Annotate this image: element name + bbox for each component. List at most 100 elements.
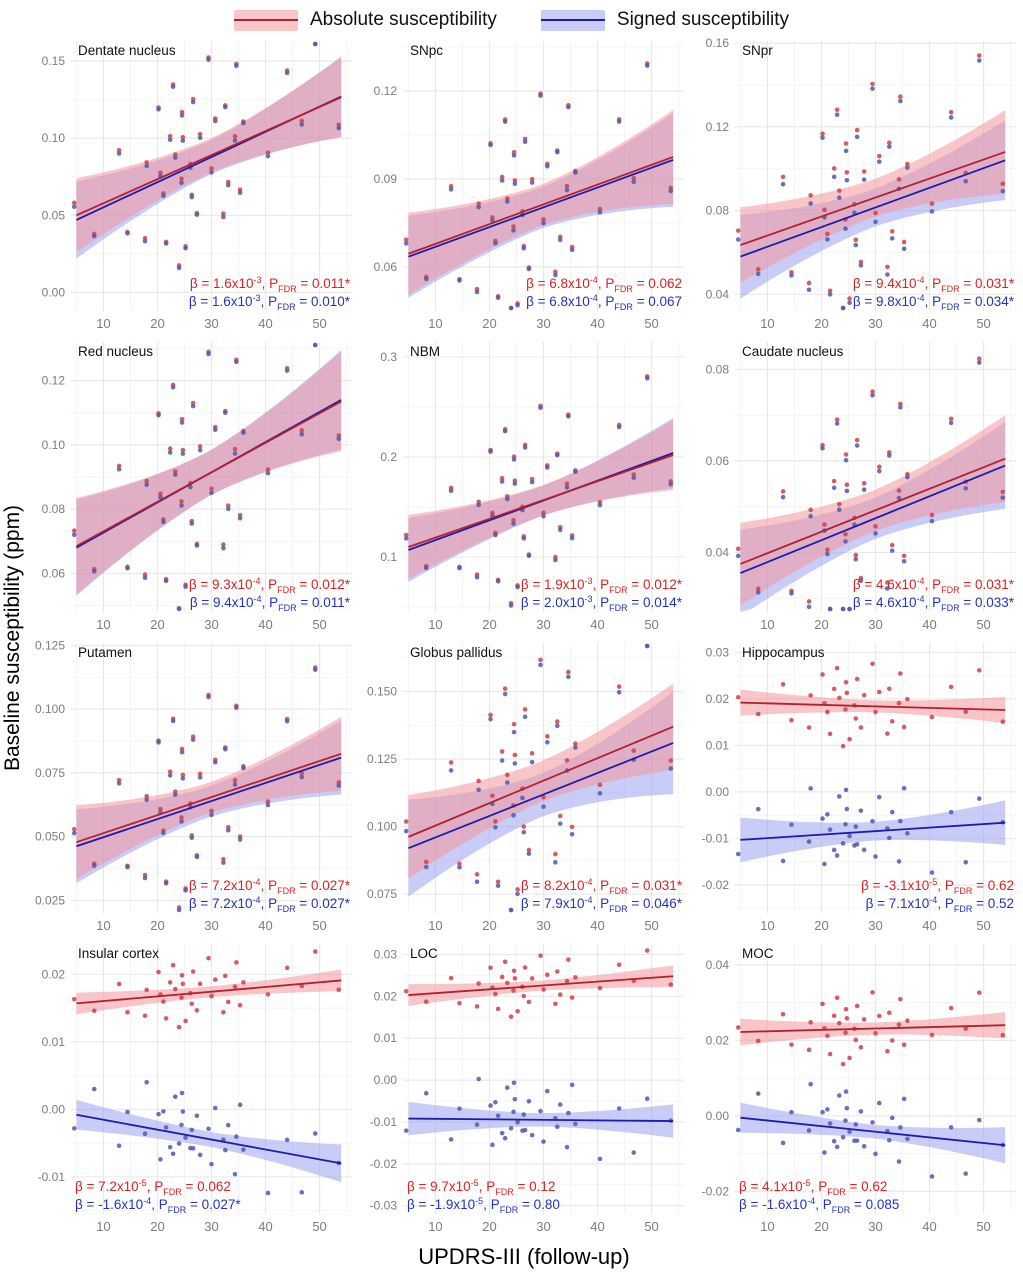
x-tick-label: 30 [868, 617, 882, 632]
y-tick-label: 0.10 [42, 438, 66, 452]
y-tick-label: 0.2 [380, 450, 397, 464]
x-tick-label: 40 [922, 316, 936, 331]
y-tick-label: 0.09 [374, 172, 398, 186]
y-tick-label: 0.00 [42, 285, 66, 299]
panel-snpc: 0.06 0.09 0.12 10 20 30 40 50 SNpc β = 6.8x10-4, … [358, 36, 690, 337]
x-tick-label: 10 [428, 1219, 442, 1234]
stats-annotation: β = 7.2x10-4, PFDR = 0.027* [189, 895, 351, 914]
y-tick-label: 0.05 [42, 208, 66, 222]
panel-title: SNpc [410, 43, 443, 58]
panel-chart: -0.02 -0.01 0.00 0.01 0.02 0.03 10 20 30 40 50 Hipp… [702, 643, 1016, 933]
panel-chart: 0.075 0.100 0.125 0.150 10 20 30 40 50 Globus pal… [367, 643, 684, 933]
y-tick-label: 0.02 [706, 692, 730, 706]
x-tick-label: 10 [760, 918, 774, 933]
stats-annotation: β = 7.2x10-5, PFDR = 0.062 [75, 1178, 231, 1197]
x-tick-label: 40 [922, 918, 936, 933]
legend-label-signed: Signed susceptibility [616, 9, 790, 30]
panel-caudate-nucleus: 0.04 0.06 0.08 10 20 30 40 50 Caudate nucleus β =… [690, 337, 1022, 638]
y-tick-label: 0.00 [706, 1109, 730, 1123]
y-tick-label: 0.04 [706, 958, 730, 972]
x-tick-label: 50 [644, 918, 658, 933]
y-tick-label: 0.10 [42, 131, 66, 145]
panel-chart: 0.04 0.06 0.08 10 20 30 40 50 Caudate nucleus β =… [706, 342, 1016, 632]
x-tick-label: 10 [428, 617, 442, 632]
y-tick-label: 0.01 [706, 738, 730, 752]
x-tick-label: 20 [814, 316, 828, 331]
y-tick-label: 0.08 [42, 502, 66, 516]
stats-annotation: β = 4.1x10-5, PFDR = 0.62 [739, 1178, 887, 1197]
x-tick-label: 30 [204, 1219, 218, 1234]
y-tick-label: 0.01 [42, 1035, 66, 1049]
panel-chart: 0.06 0.08 0.10 0.12 10 20 30 40 50 Red nucleus β =… [42, 342, 352, 632]
panel-moc: -0.02 0.00 0.02 0.04 10 20 30 40 50 MOC β = 4.1x10… [690, 939, 1022, 1240]
y-tick-label: 0.075 [35, 766, 65, 780]
panel-chart: -0.02 0.00 0.02 0.04 10 20 30 40 50 MOC β = 4.1x10… [702, 944, 1016, 1234]
y-tick-label: 0.01 [374, 1031, 398, 1045]
x-tick-label: 40 [258, 316, 272, 331]
panels-grid: 0.00 0.05 0.10 0.15 10 20 30 40 50 Dentate nucleu… [26, 36, 1022, 1240]
y-tick-label: 0.150 [367, 685, 397, 699]
stats-annotation: β = -1.6x10-4, PFDR = 0.085 [739, 1196, 899, 1215]
y-tick-label: 0.00 [374, 1073, 398, 1087]
y-tick-label: 0.12 [374, 84, 398, 98]
x-tick-label: 40 [258, 918, 272, 933]
x-tick-label: 10 [96, 617, 110, 632]
stats-annotation: β = 7.1x10-4, PFDR = 0.52 [866, 895, 1014, 914]
y-tick-label: -0.01 [702, 832, 730, 846]
x-tick-label: 50 [644, 316, 658, 331]
y-tick-label: 0.3 [380, 350, 397, 364]
x-tick-label: 40 [258, 1219, 272, 1234]
y-tick-label: -0.01 [370, 1115, 398, 1129]
x-tick-label: 20 [150, 1219, 164, 1234]
y-tick-label: 0.02 [374, 989, 398, 1003]
stats-annotation: β = 6.8x10-4, PFDR = 0.067 [526, 293, 682, 312]
x-tick-label: 50 [312, 316, 326, 331]
panel-title: Caudate nucleus [742, 344, 844, 359]
y-tick-label: 0.100 [367, 820, 397, 834]
x-tick-label: 40 [258, 617, 272, 632]
panel-insular-cortex: -0.01 0.00 0.01 0.02 10 20 30 40 50 Insular corte… [26, 939, 358, 1240]
x-tick-label: 40 [590, 316, 604, 331]
panel-chart: 0.025 0.050 0.075 0.100 0.125 10 20 30 40 50 Putam… [35, 639, 352, 933]
absolute-line-swatch-icon [233, 9, 298, 31]
x-tick-label: 20 [150, 918, 164, 933]
legend-item-signed: Signed susceptibility [540, 9, 790, 31]
x-tick-label: 10 [760, 617, 774, 632]
legend-item-absolute: Absolute susceptibility [233, 9, 497, 31]
panel-chart: 0.04 0.08 0.12 0.16 10 20 30 40 50 SNpr β = 9.4x10… [706, 36, 1016, 331]
y-tick-label: 0.04 [706, 287, 730, 301]
y-tick-label: -0.01 [38, 1170, 66, 1184]
y-tick-label: 0.15 [42, 54, 66, 68]
panel-red-nucleus: 0.06 0.08 0.10 0.12 10 20 30 40 50 Red nucleus β =… [26, 337, 358, 638]
stats-annotation: β = 4.6x10-4, PFDR = 0.031* [853, 576, 1015, 595]
y-tick-label: 0.02 [706, 1033, 730, 1047]
y-tick-label: 0.08 [706, 362, 730, 376]
panel-title: Hippocampus [742, 645, 825, 660]
x-tick-label: 20 [814, 1219, 828, 1234]
x-tick-label: 10 [760, 316, 774, 331]
x-tick-label: 10 [760, 1219, 774, 1234]
y-tick-label: 0.125 [367, 752, 397, 766]
panel-hippocampus: -0.02 -0.01 0.00 0.01 0.02 0.03 10 20 30 40 50 Hipp… [690, 638, 1022, 939]
y-tick-label: 0.100 [35, 702, 65, 716]
x-tick-label: 30 [868, 1219, 882, 1234]
y-tick-label: -0.02 [702, 878, 730, 892]
panel-snpr: 0.04 0.08 0.12 0.16 10 20 30 40 50 SNpr β = 9.4x10… [690, 36, 1022, 337]
x-tick-label: 20 [482, 1219, 496, 1234]
y-tick-label: 0.06 [42, 566, 66, 580]
x-tick-label: 10 [96, 316, 110, 331]
stats-annotation: β = 1.9x10-3, PFDR = 0.012* [521, 576, 683, 595]
panel-title: Globus pallidus [410, 645, 503, 660]
y-axis-label-column: Baseline susceptibility (ppm) [0, 36, 26, 1240]
panel-chart: -0.01 0.00 0.01 0.02 10 20 30 40 50 Insular corte… [38, 944, 352, 1234]
panel-title: NBM [410, 344, 440, 359]
y-tick-label: 0.04 [706, 546, 730, 560]
y-tick-label: 0.025 [35, 893, 65, 907]
x-tick-label: 50 [312, 918, 326, 933]
panel-globus-pallidus: 0.075 0.100 0.125 0.150 10 20 30 40 50 Globus pal… [358, 638, 690, 939]
x-tick-label: 20 [814, 918, 828, 933]
panel-nbm: 0.1 0.2 0.3 10 20 30 40 50 NBM β = 1.9x10-3, PFDR… [358, 337, 690, 638]
x-tick-label: 30 [868, 918, 882, 933]
y-tick-label: 0.12 [42, 374, 66, 388]
x-tick-label: 20 [150, 617, 164, 632]
